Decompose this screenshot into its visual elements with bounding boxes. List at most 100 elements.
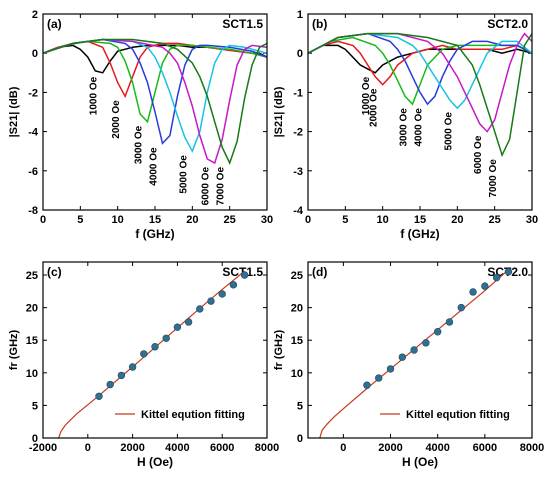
plot-frame — [42, 261, 268, 439]
data-point — [481, 282, 489, 290]
series-line-7000-oe — [43, 38, 267, 165]
series-line-6000-oe — [43, 38, 267, 165]
y-axis-label: |S21| (dB) — [8, 86, 20, 137]
data-point — [445, 318, 454, 326]
x-tick-label: 4000 — [165, 442, 189, 454]
x-axis-label: f (GHz) — [400, 227, 439, 241]
panel-d-kittel-sct20: 0 2000 4000 6000 8000 0 5 10 15 20 25 H (Oe) fr (GHz… — [273, 261, 544, 469]
field-annotation: 4000 Oe — [148, 147, 159, 186]
x-tick-label: 0 — [305, 214, 311, 226]
x-tick-label: 4000 — [425, 442, 449, 454]
y-tick-label: -4 — [293, 205, 304, 217]
series-line-2000-oe — [308, 40, 532, 86]
y-tick-label: 15 — [26, 335, 38, 347]
y-tick-label: 5 — [32, 400, 38, 412]
series-line-4000-oe — [43, 38, 267, 145]
y-tick-label: -6 — [28, 166, 38, 178]
x-tick-label: 0 — [340, 442, 346, 454]
x-tick-label: -2000 — [29, 442, 57, 454]
field-annotation: 2000 Oe — [369, 88, 380, 127]
data-point — [207, 297, 215, 305]
legend-label: Kittel eqution fitting — [141, 409, 245, 421]
series-line-4000-oe — [308, 32, 532, 106]
field-annotation: 5000 Oe — [443, 112, 454, 151]
y-axis-label: fr (GHz) — [273, 330, 285, 371]
x-tick-label: 25 — [224, 214, 236, 226]
data-point — [162, 334, 170, 342]
x-tick-label: 25 — [489, 214, 501, 226]
data-point — [140, 350, 148, 358]
data-point — [128, 363, 137, 371]
field-annotation: 6000 Oe — [473, 135, 484, 174]
y-tick-label: 1 — [297, 9, 303, 21]
panel-tag: (a) — [47, 17, 62, 31]
y-tick-label: 10 — [26, 368, 38, 380]
data-point — [363, 381, 371, 389]
field-annotation: 7000 Oe — [488, 159, 499, 198]
x-tick-label: 5 — [77, 214, 83, 226]
legend-label: Kittel eqution fitting — [406, 409, 510, 421]
x-axis-label: f (GHz) — [135, 227, 174, 241]
plot-frame — [42, 13, 268, 211]
field-annotation: 3000 Oe — [399, 108, 410, 147]
x-tick-label: 6000 — [210, 442, 234, 454]
x-axis-label: H (Oe) — [402, 455, 438, 469]
y-tick-label: 0 — [32, 48, 38, 60]
series-line-7000-oe — [308, 32, 532, 158]
sample-name: SCT1.5 — [222, 17, 263, 31]
x-tick-label: 8000 — [255, 442, 279, 454]
data-point — [240, 271, 249, 279]
data-point — [151, 343, 159, 351]
y-tick-label: -2 — [293, 127, 303, 139]
y-tick-label: 20 — [291, 303, 303, 315]
series-line-3000-oe — [308, 36, 532, 106]
x-tick-label: 0 — [85, 442, 91, 454]
x-tick-label: 2000 — [120, 442, 144, 454]
plot-frame — [307, 261, 533, 439]
series-line-3000-oe — [43, 40, 267, 124]
x-tick-label: 6000 — [473, 442, 497, 454]
y-tick-label: -1 — [293, 87, 303, 99]
y-tick-label: 5 — [297, 400, 303, 412]
x-tick-label: 5 — [342, 214, 348, 226]
field-annotation: 4000 Oe — [413, 108, 424, 147]
data-point — [457, 303, 465, 312]
data-point — [469, 288, 477, 296]
data-point — [410, 346, 418, 354]
panel-tag: (b) — [312, 17, 327, 31]
data-point — [196, 305, 204, 313]
data-point — [422, 339, 430, 347]
x-tick-label: 20 — [186, 214, 198, 226]
field-annotation: 1000 Oe — [361, 76, 372, 115]
field-annotation: 7000 Oe — [216, 167, 227, 206]
panel-tag: (c) — [47, 265, 62, 279]
data-point — [398, 353, 407, 361]
x-tick-label: 30 — [261, 214, 273, 226]
data-point — [95, 392, 103, 400]
field-annotation: 3000 Oe — [134, 125, 145, 164]
y-tick-label: 15 — [291, 335, 303, 347]
x-tick-label: 0 — [40, 214, 46, 226]
panel-tag: (d) — [312, 265, 327, 279]
x-axis-label: H (Oe) — [137, 455, 173, 469]
x-tick-label: 10 — [377, 214, 389, 226]
y-tick-label: 25 — [291, 270, 303, 282]
y-tick-label: 25 — [26, 270, 38, 282]
x-tick-label: 10 — [112, 214, 124, 226]
field-annotation: 1000 Oe — [89, 76, 100, 115]
sample-name: SCT2.0 — [487, 17, 528, 31]
x-tick-label: 2000 — [378, 442, 402, 454]
x-tick-label: 8000 — [520, 442, 544, 454]
data-point — [106, 380, 114, 389]
data-point — [184, 318, 193, 326]
data-point — [173, 323, 182, 331]
data-point — [117, 371, 126, 380]
x-tick-label: 15 — [149, 214, 161, 226]
data-point — [433, 328, 442, 336]
x-tick-label: 30 — [526, 214, 538, 226]
series-line-5000-oe — [308, 32, 532, 110]
y-tick-label: 10 — [291, 368, 303, 380]
field-annotation: 5000 Oe — [178, 155, 189, 194]
